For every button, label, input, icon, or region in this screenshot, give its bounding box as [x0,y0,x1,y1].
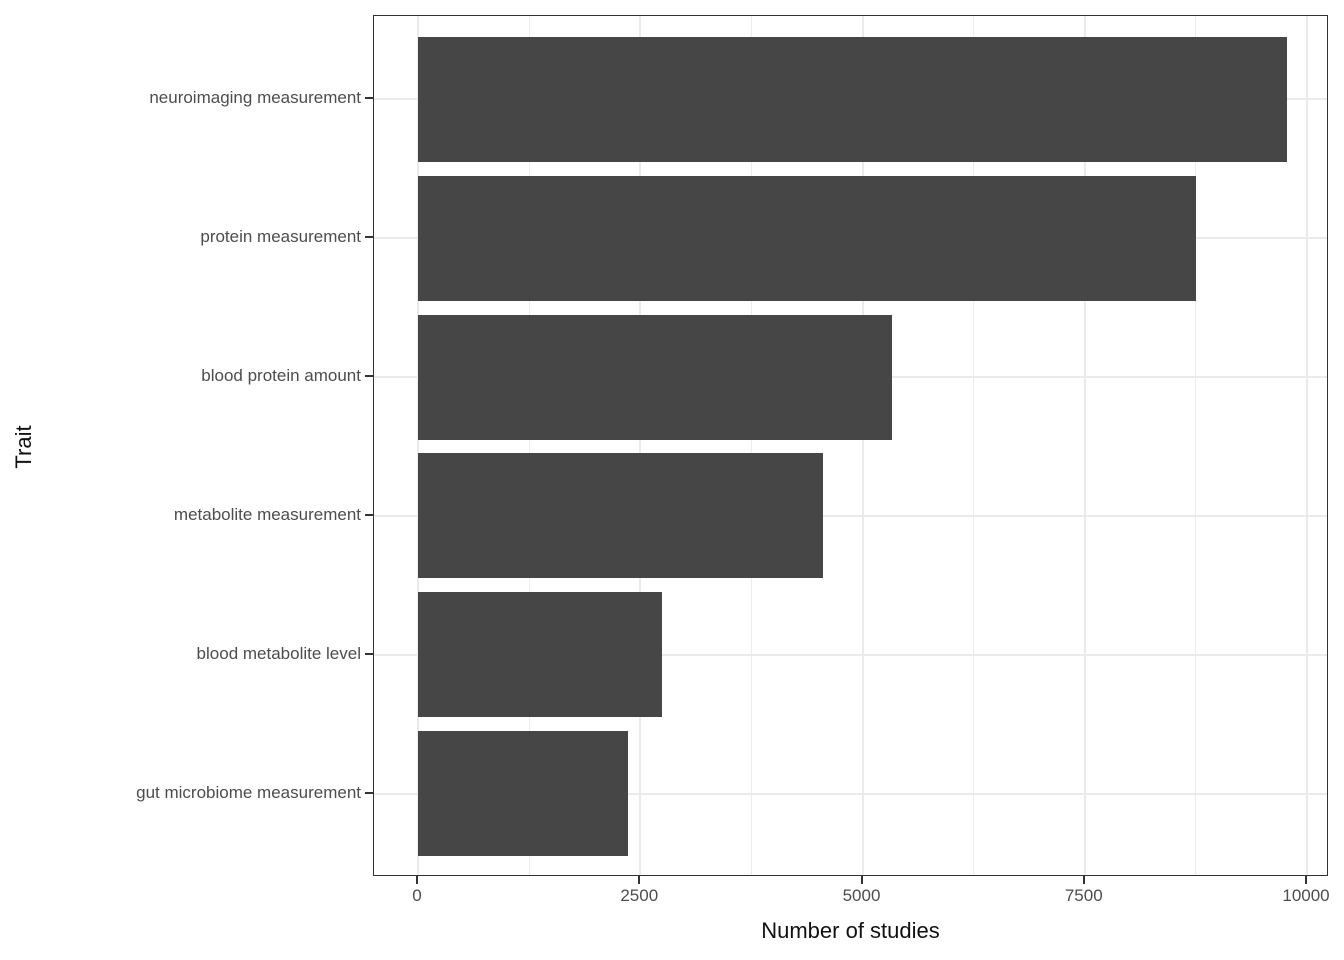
bar-metabolite-measurement [418,453,824,579]
minor-gridline [750,16,752,875]
y-tick-mark [365,513,373,516]
x-tick-mark [1082,876,1085,884]
y-category-label: protein measurement [200,227,361,247]
bar-blood-metabolite-level [418,592,662,718]
minor-gridline [1195,16,1197,875]
y-category-label: metabolite measurement [173,504,361,524]
y-category-label: blood protein amount [201,366,361,386]
major-gridline [639,16,642,875]
major-gridline [374,514,1327,517]
x-tick-mark [1305,876,1307,884]
x-tick-mark [860,876,863,884]
x-tick-label: 10000 [1282,886,1330,905]
x-tick-mark [416,876,418,884]
y-category-label: blood metabolite level [196,643,361,663]
y-category-label: gut microbiome measurement [136,782,361,802]
major-gridline [374,653,1327,656]
major-gridline [1306,16,1308,875]
bar-blood-protein-amount [418,314,893,440]
y-tick-mark [365,375,373,378]
major-gridline [374,792,1327,795]
x-tick-label: 7500 [1064,886,1103,905]
plot-panel [373,15,1328,876]
bar-gut-microbiome-measurement [418,731,628,857]
y-tick-mark [365,791,373,794]
x-tick-label: 5000 [842,886,881,905]
x-tick-label: 0 [412,886,422,905]
minor-gridline [973,16,975,875]
bar-protein-measurement [418,175,1197,301]
y-tick-mark [365,97,373,100]
y-category-label: neuroimaging measurement [149,88,361,108]
bar-neuroimaging-measurement [418,36,1287,162]
x-tick-mark [638,876,641,884]
major-gridline [861,16,864,875]
major-gridline [1083,16,1086,875]
x-axis-title: Number of studies [761,918,940,943]
y-tick-mark [365,652,373,655]
major-gridline [417,16,419,875]
minor-gridline [528,16,530,875]
y-tick-mark [365,236,373,239]
x-tick-label: 2500 [620,886,659,905]
